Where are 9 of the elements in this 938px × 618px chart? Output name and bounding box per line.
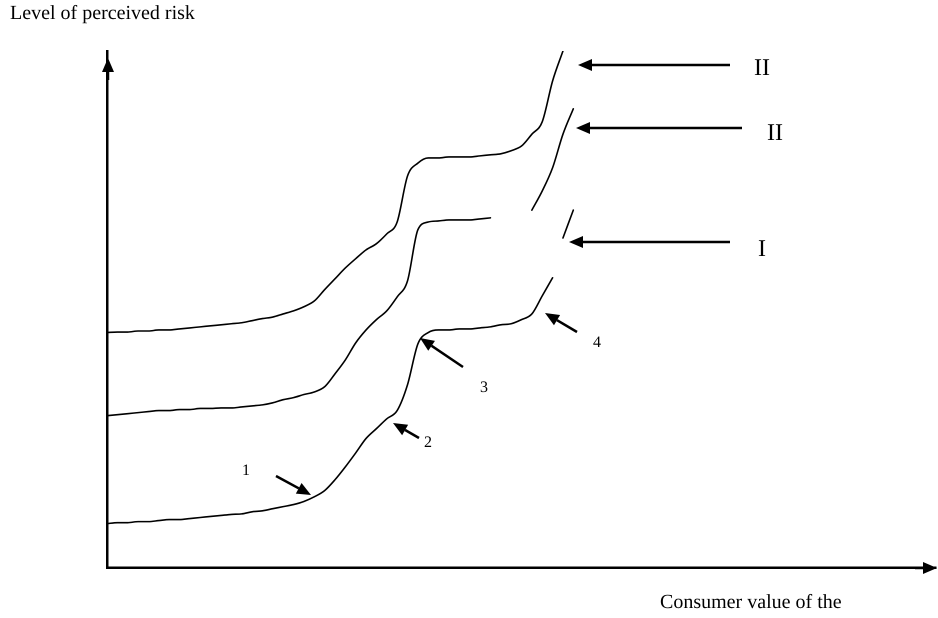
annotation: 3 bbox=[480, 379, 488, 396]
y-axis-title: Level of perceived risk bbox=[10, 2, 195, 24]
annotation: I bbox=[758, 236, 766, 262]
annotation: 4 bbox=[593, 334, 601, 351]
annotation: 2 bbox=[424, 434, 432, 451]
annotation: II bbox=[767, 120, 783, 146]
x-axis-title: Consumer value of the bbox=[660, 591, 842, 613]
annotation: II bbox=[754, 55, 770, 81]
annotation: 1 bbox=[242, 462, 250, 479]
